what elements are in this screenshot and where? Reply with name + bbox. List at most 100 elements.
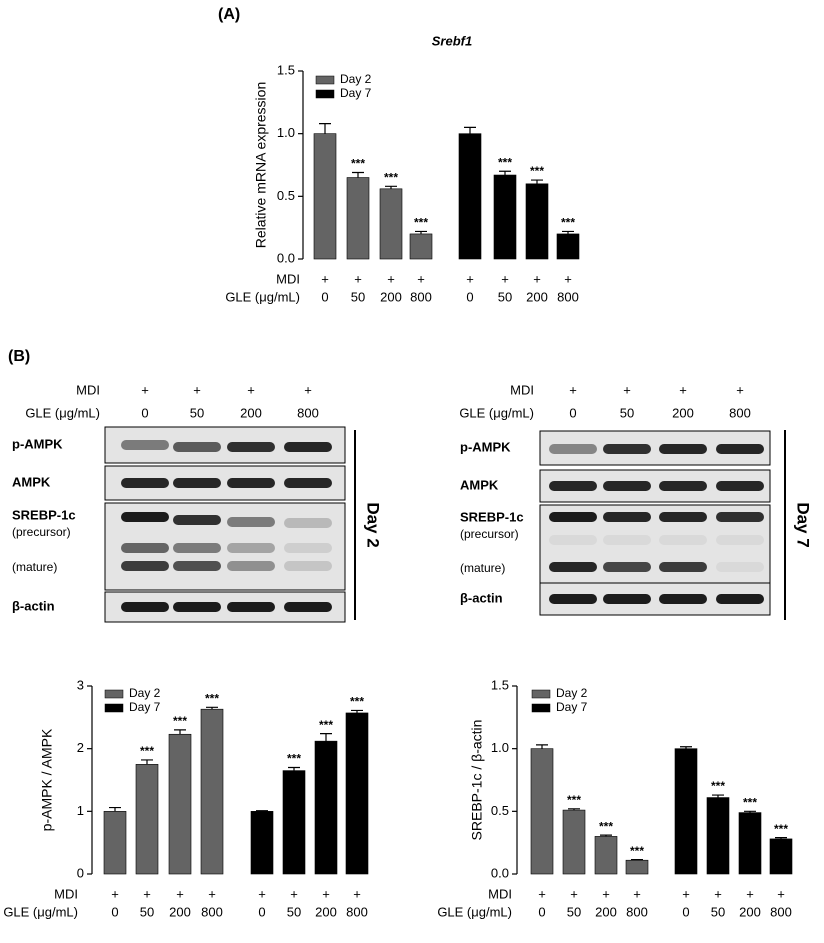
mdi-value: + <box>623 382 631 397</box>
x-tick-label: 0 <box>538 904 545 919</box>
y-axis-label: SREBP-1c / β-actin <box>469 720 485 841</box>
mdi-value: + <box>247 382 255 397</box>
blot-band <box>121 602 169 612</box>
bar <box>493 174 517 260</box>
bar <box>200 708 224 875</box>
y-tick-label: 1.5 <box>277 62 295 77</box>
significance: *** <box>414 216 428 230</box>
x-tick-label: 200 <box>315 904 337 919</box>
mdi-value: + <box>466 271 474 286</box>
blot-band <box>227 602 275 612</box>
error-bar <box>320 733 332 742</box>
blot-band <box>659 562 707 572</box>
blot-band <box>121 512 169 522</box>
blot-band <box>549 444 597 454</box>
significance: *** <box>774 822 788 836</box>
mdi-value: + <box>304 382 312 397</box>
blot-band <box>173 602 221 612</box>
error-bar <box>499 170 511 176</box>
error-bar <box>319 123 331 134</box>
x-tick-label: 800 <box>346 904 368 919</box>
mdi-value: + <box>354 271 362 286</box>
significance: *** <box>567 793 581 807</box>
blot-band <box>603 562 651 572</box>
mdi-value: + <box>501 271 509 286</box>
blot-band <box>603 512 651 522</box>
legend-label: Day 2 <box>556 686 588 700</box>
x-tick-label: 50 <box>498 289 512 304</box>
x-tick-label: 800 <box>770 904 792 919</box>
blot-band <box>284 442 332 452</box>
mdi-value: + <box>387 271 395 286</box>
x-tick-label: 0 <box>258 904 265 919</box>
x-tick-label: 50 <box>711 904 725 919</box>
bar <box>409 233 433 260</box>
panel-label: (A) <box>218 6 240 23</box>
x-tick-label: 200 <box>595 904 617 919</box>
blot-band <box>227 561 275 571</box>
row-label: MDI <box>276 271 300 286</box>
row-label: MDI <box>488 886 512 901</box>
error-bar <box>531 179 543 184</box>
bar <box>103 811 127 875</box>
blot-band <box>659 594 707 604</box>
y-tick-label: 3 <box>77 677 84 692</box>
significance: *** <box>287 752 301 766</box>
error-bar <box>256 810 268 812</box>
y-axis-label: Relative mRNA expression <box>253 82 269 249</box>
blot-band <box>603 535 651 545</box>
significance: *** <box>140 744 154 758</box>
panel-label: (B) <box>8 348 30 365</box>
mdi-value: + <box>176 886 184 901</box>
legend-swatch <box>531 689 551 699</box>
blot-band <box>549 512 597 522</box>
dose-label: 0 <box>569 405 576 420</box>
bar <box>168 733 192 875</box>
x-tick-label: 0 <box>321 289 328 304</box>
blot-label: SREBP-1c <box>460 509 524 524</box>
blot-band <box>173 442 221 452</box>
significance: *** <box>498 155 512 169</box>
row-label: GLE (μg/mL) <box>225 289 300 304</box>
blot-sublabel: (precursor) <box>12 525 71 539</box>
blot-band <box>284 543 332 553</box>
bar <box>525 183 549 260</box>
legend-swatch <box>315 89 335 99</box>
error-bar <box>631 858 643 861</box>
bar <box>674 748 698 875</box>
row-label: GLE (μg/mL) <box>459 405 534 420</box>
mdi-value: + <box>736 382 744 397</box>
x-tick-label: 50 <box>351 289 365 304</box>
blot-sublabel: (precursor) <box>460 527 519 541</box>
mdi-value: + <box>417 271 425 286</box>
row-label: MDI <box>76 382 100 397</box>
bar <box>313 133 337 260</box>
significance: *** <box>319 718 333 732</box>
x-tick-label: 800 <box>410 289 432 304</box>
significance: *** <box>599 819 613 833</box>
blot-band <box>173 515 221 525</box>
significance: *** <box>630 844 644 858</box>
error-bar <box>568 808 580 811</box>
mdi-value: + <box>714 886 722 901</box>
blot-band <box>603 481 651 491</box>
blot-band <box>716 512 764 522</box>
blot-band <box>173 543 221 553</box>
legend-swatch <box>531 703 551 713</box>
error-bar <box>352 171 364 178</box>
bar <box>345 712 369 875</box>
error-bar <box>206 706 218 710</box>
legend-swatch <box>315 75 335 85</box>
error-bar <box>744 810 756 813</box>
bar <box>769 838 793 875</box>
mdi-value: + <box>746 886 754 901</box>
mdi-value: + <box>569 382 577 397</box>
bar <box>458 133 482 260</box>
mdi-value: + <box>533 271 541 286</box>
legend-label: Day 2 <box>340 72 372 86</box>
mdi-value: + <box>602 886 610 901</box>
error-bar <box>712 794 724 798</box>
bar <box>706 797 730 875</box>
mdi-value: + <box>208 886 216 901</box>
row-label: GLE (μg/mL) <box>25 405 100 420</box>
